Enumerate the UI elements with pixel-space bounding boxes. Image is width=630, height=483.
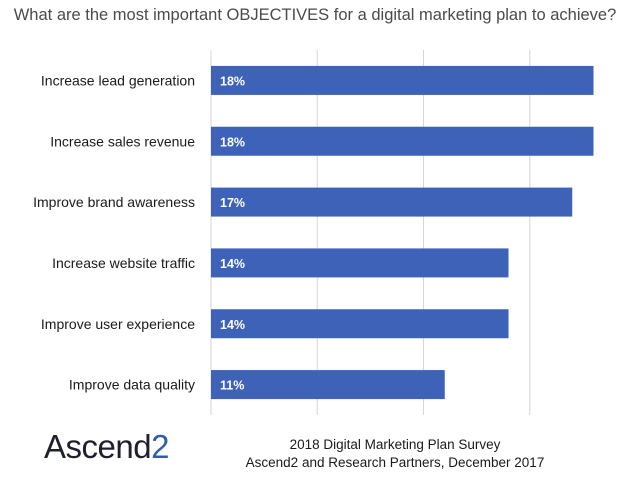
bar [211,248,509,278]
bar-row: Increase lead generation 18% [41,65,594,95]
category-label: Increase sales revenue [50,133,195,149]
source-line-2: Ascend2 and Research Partners, December … [245,455,545,470]
bar [211,370,445,400]
bars: Increase lead generation 18%Increase sale… [33,65,594,400]
bar [211,126,594,156]
logo-text: Ascend [44,428,152,465]
gridlines [210,50,531,415]
bar-value-label: 17% [220,196,245,210]
bar [211,309,509,339]
bar-value-label: 18% [220,135,245,149]
category-label: Improve brand awareness [33,194,195,210]
category-label: Improve data quality [69,377,195,393]
bar-row: Increase website traffic 14% [52,248,509,278]
bar-row: Increase sales revenue 18% [50,126,594,156]
bar-row: Improve data quality 11% [69,370,445,400]
category-label: Increase lead generation [41,72,195,88]
logo-accent: 2 [151,428,169,465]
category-label: Improve user experience [41,316,195,332]
bar-value-label: 14% [220,257,245,271]
source-note: 2018 Digital Marketing Plan Survey Ascen… [240,436,550,472]
source-line-1: 2018 Digital Marketing Plan Survey [289,437,501,452]
category-label: Increase website traffic [52,255,195,271]
ascend2-logo: Ascend2 [44,428,169,466]
bar [211,187,573,217]
bar-value-label: 18% [220,74,245,88]
bar-value-label: 11% [220,379,244,393]
bar-chart: Increase lead generation 18%Increase sale… [33,50,594,415]
bar-row: Improve brand awareness 17% [33,187,573,217]
bar-value-label: 14% [220,318,245,332]
bar [211,65,594,95]
chart-title: What are the most important OBJECTIVES f… [13,6,617,24]
bar-row: Improve user experience 14% [41,309,509,339]
